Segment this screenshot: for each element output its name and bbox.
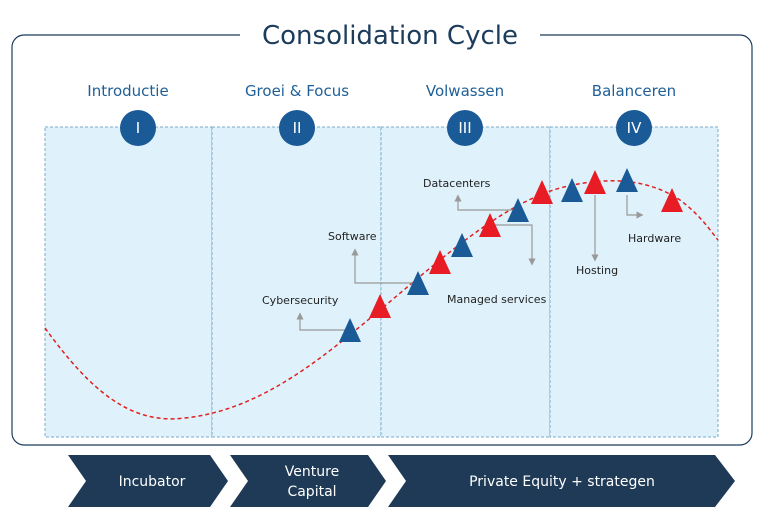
markers (339, 168, 683, 342)
phase-badge (279, 110, 315, 146)
arrow (296, 312, 350, 331)
phase-label: Balanceren (592, 82, 676, 100)
triangle (507, 198, 529, 222)
phase-numeral: IV (627, 119, 642, 137)
phase-numeral: I (136, 119, 140, 137)
phase-badge (447, 110, 483, 146)
arrow (351, 248, 418, 284)
triangle (407, 271, 429, 295)
triangle (561, 178, 583, 202)
triangle (531, 180, 553, 204)
triangle (451, 233, 473, 257)
phase-column (549, 126, 719, 438)
phase-columns (44, 126, 719, 438)
stage-chevron (68, 455, 228, 507)
phase-label: Introductie (87, 82, 168, 100)
annotation: Hardware (628, 232, 681, 245)
phase-badge (616, 110, 652, 146)
phase-label: Volwassen (426, 82, 504, 100)
triangle (616, 168, 638, 192)
triangle (369, 294, 391, 318)
stage-chevron (230, 455, 386, 507)
cycle-curve (44, 180, 719, 420)
annotation: Software (328, 230, 377, 243)
arrow (454, 194, 518, 211)
phase-badge (120, 110, 156, 146)
title: Consolidation Cycle (262, 21, 518, 51)
stage-chevron (388, 455, 735, 507)
phase-numeral: III (458, 119, 471, 137)
phase-column (211, 126, 382, 438)
triangle (479, 213, 501, 237)
phase-column (380, 126, 551, 438)
triangle (429, 250, 451, 274)
stage-label: Private Equity + strategen (469, 474, 655, 490)
phase-column (44, 126, 213, 438)
annotation: Datacenters (423, 177, 491, 190)
annotation: Hosting (576, 264, 618, 277)
stage-label: Incubator (119, 474, 186, 490)
annotation: Cybersecurity (262, 294, 339, 307)
stage-label: Capital (287, 484, 336, 500)
triangle (661, 188, 683, 212)
phase-headers: Introductie Groei & Focus Volwassen Bala… (87, 82, 676, 146)
title-backdrop (240, 15, 540, 55)
stages: Incubator Venture Capital Private Equity… (68, 455, 735, 507)
annotations: Cybersecurity Software Datacenters Manag… (262, 177, 681, 307)
annotation: Managed services (447, 293, 547, 306)
triangle (339, 318, 361, 342)
triangle (584, 170, 606, 194)
stage-label: Venture (285, 464, 339, 480)
phase-label: Groei & Focus (245, 82, 349, 100)
phase-numeral: II (293, 119, 302, 137)
arrow (490, 224, 536, 266)
arrow (626, 195, 644, 219)
annotation-arrows (296, 194, 644, 331)
